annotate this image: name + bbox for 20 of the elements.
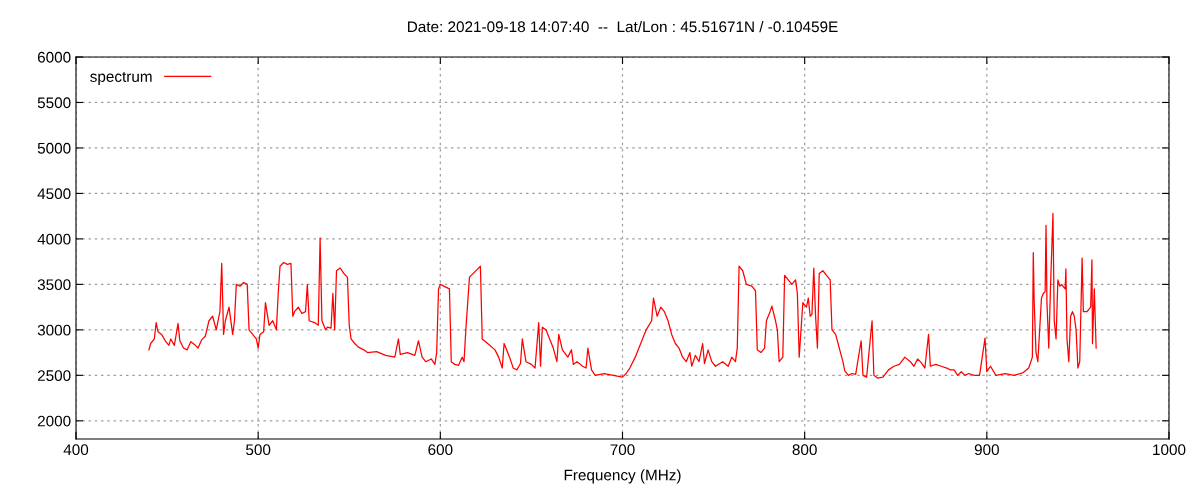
chart-title: Date: 2021-09-18 14:07:40 -- Lat/Lon : 45.51671N / -0.10459E (408, 20, 838, 33)
y-tick-label: 4500 (37, 188, 71, 200)
line-series (148, 212, 1097, 379)
y-tick-label: 4000 (37, 233, 71, 245)
x-tick-label: 900 (974, 444, 999, 456)
y-tick-label: 5500 (37, 97, 71, 109)
x-tick-label: 600 (428, 444, 453, 456)
y-tick-label: 5000 (37, 142, 71, 154)
x-tick-label: 400 (63, 444, 89, 456)
x-tick-label: 500 (246, 444, 271, 456)
x-axis-title: Frequency (MHz) (564, 469, 681, 484)
y-tick-label: 3500 (37, 279, 71, 291)
y-tick-label: 3000 (37, 324, 71, 336)
y-tick-label: 2500 (37, 370, 71, 382)
x-tick-label: 800 (792, 444, 817, 456)
y-tick-label: 2000 (37, 415, 71, 427)
x-tick-label: 700 (610, 444, 635, 456)
y-tick-label: 6000 (37, 51, 71, 63)
x-tick-label: 1000 (1153, 444, 1186, 456)
legend-label: spectrum (90, 71, 152, 85)
